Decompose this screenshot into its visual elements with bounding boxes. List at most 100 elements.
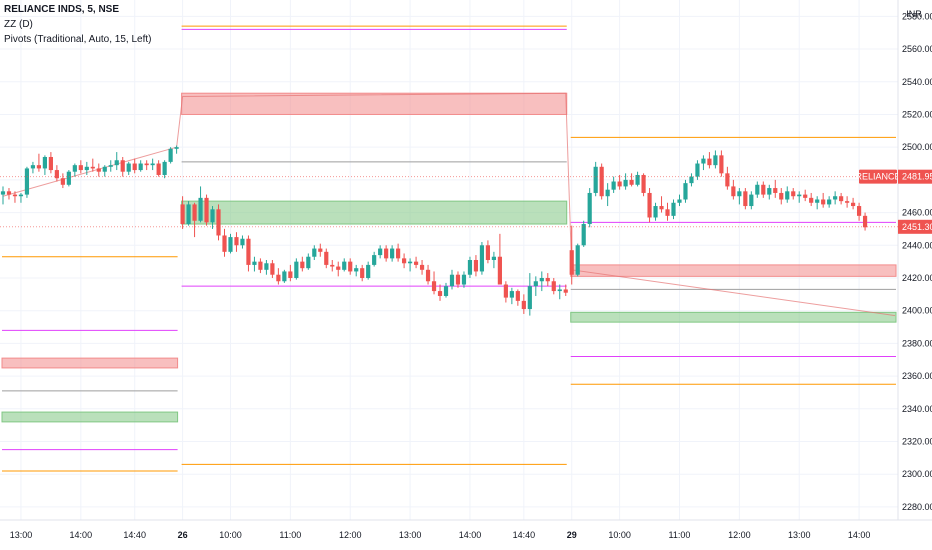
candle[interactable]: [246, 235, 251, 272]
candle[interactable]: [533, 276, 538, 296]
candle[interactable]: [725, 166, 730, 190]
candle[interactable]: [90, 158, 95, 172]
candle[interactable]: [563, 284, 568, 296]
candle[interactable]: [318, 243, 323, 257]
candle[interactable]: [204, 194, 209, 226]
candle[interactable]: [78, 160, 83, 174]
candle[interactable]: [138, 160, 143, 172]
candle[interactable]: [252, 256, 257, 272]
candle[interactable]: [749, 191, 754, 210]
candle[interactable]: [677, 194, 682, 207]
candle[interactable]: [24, 166, 30, 198]
candle[interactable]: [12, 191, 18, 203]
candle[interactable]: [258, 258, 263, 274]
candle[interactable]: [599, 163, 604, 200]
candle[interactable]: [413, 256, 419, 269]
candle[interactable]: [384, 245, 389, 262]
candle[interactable]: [785, 186, 790, 203]
candle[interactable]: [623, 173, 628, 190]
candle[interactable]: [611, 176, 616, 193]
candle[interactable]: [617, 174, 622, 190]
candle[interactable]: [402, 253, 407, 269]
candle[interactable]: [557, 284, 562, 300]
candle[interactable]: [312, 245, 317, 260]
candle[interactable]: [815, 196, 820, 210]
pivots-indicator-label[interactable]: Pivots (Traditional, Auto, 15, Left): [4, 34, 152, 45]
candle[interactable]: [60, 173, 65, 189]
candle[interactable]: [731, 179, 736, 200]
candle[interactable]: [336, 261, 341, 277]
candle[interactable]: [737, 188, 742, 205]
candle[interactable]: [360, 264, 365, 282]
candle[interactable]: [354, 264, 359, 277]
candle[interactable]: [114, 152, 119, 171]
candle[interactable]: [539, 271, 544, 292]
candle[interactable]: [856, 202, 862, 221]
candle[interactable]: [48, 152, 53, 174]
candle[interactable]: [407, 258, 413, 272]
candle[interactable]: [42, 155, 47, 175]
candle[interactable]: [431, 271, 437, 295]
candle[interactable]: [288, 264, 293, 282]
candle[interactable]: [102, 165, 107, 177]
candle[interactable]: [503, 281, 508, 303]
candle[interactable]: [683, 179, 688, 203]
candle[interactable]: [222, 228, 227, 257]
candle[interactable]: [461, 271, 467, 288]
candle[interactable]: [0, 186, 6, 205]
price-axis[interactable]: 2280.00 2300.00 2320.00 2340.00 2360.00 2380.…: [897, 0, 932, 550]
candle[interactable]: [515, 289, 520, 306]
candle[interactable]: [689, 173, 694, 187]
candle[interactable]: [390, 245, 395, 262]
candle[interactable]: [270, 260, 275, 278]
candle[interactable]: [180, 196, 185, 229]
candle[interactable]: [527, 273, 532, 316]
candle[interactable]: [210, 206, 215, 229]
candle[interactable]: [839, 192, 844, 205]
candle[interactable]: [366, 261, 371, 280]
candle[interactable]: [6, 188, 12, 200]
candle[interactable]: [72, 163, 77, 177]
candle[interactable]: [767, 184, 772, 200]
candle[interactable]: [821, 192, 826, 208]
candle[interactable]: [605, 183, 610, 207]
candle[interactable]: [641, 173, 646, 197]
candle[interactable]: [264, 260, 269, 275]
candle[interactable]: [707, 152, 712, 169]
candle[interactable]: [66, 170, 71, 187]
candle[interactable]: [120, 156, 125, 177]
candle[interactable]: [150, 158, 155, 171]
candle[interactable]: [665, 202, 670, 221]
candle[interactable]: [833, 191, 838, 205]
candle[interactable]: [96, 163, 101, 177]
candle[interactable]: [473, 255, 479, 277]
candle[interactable]: [276, 268, 281, 285]
candle[interactable]: [132, 158, 137, 174]
candle[interactable]: [449, 269, 455, 290]
candle[interactable]: [372, 251, 377, 267]
candle[interactable]: [144, 160, 149, 171]
candle[interactable]: [701, 155, 706, 171]
candle[interactable]: [228, 233, 233, 254]
candle[interactable]: [467, 256, 473, 278]
candle[interactable]: [282, 269, 287, 283]
candle[interactable]: [437, 284, 443, 301]
candle[interactable]: [18, 192, 24, 203]
candle[interactable]: [240, 235, 245, 249]
candle[interactable]: [300, 256, 305, 272]
candle[interactable]: [425, 264, 431, 285]
candle[interactable]: [647, 188, 652, 223]
candle[interactable]: [348, 258, 353, 275]
candle[interactable]: [54, 165, 59, 182]
candle[interactable]: [803, 189, 808, 202]
candle[interactable]: [791, 188, 796, 200]
candle[interactable]: [126, 161, 131, 175]
candle[interactable]: [186, 201, 191, 226]
candle[interactable]: [342, 258, 347, 272]
candle[interactable]: [162, 160, 167, 179]
candle[interactable]: [497, 233, 502, 285]
candle[interactable]: [396, 243, 401, 262]
candle[interactable]: [198, 186, 203, 223]
candle[interactable]: [779, 188, 784, 205]
candle[interactable]: [569, 225, 574, 285]
